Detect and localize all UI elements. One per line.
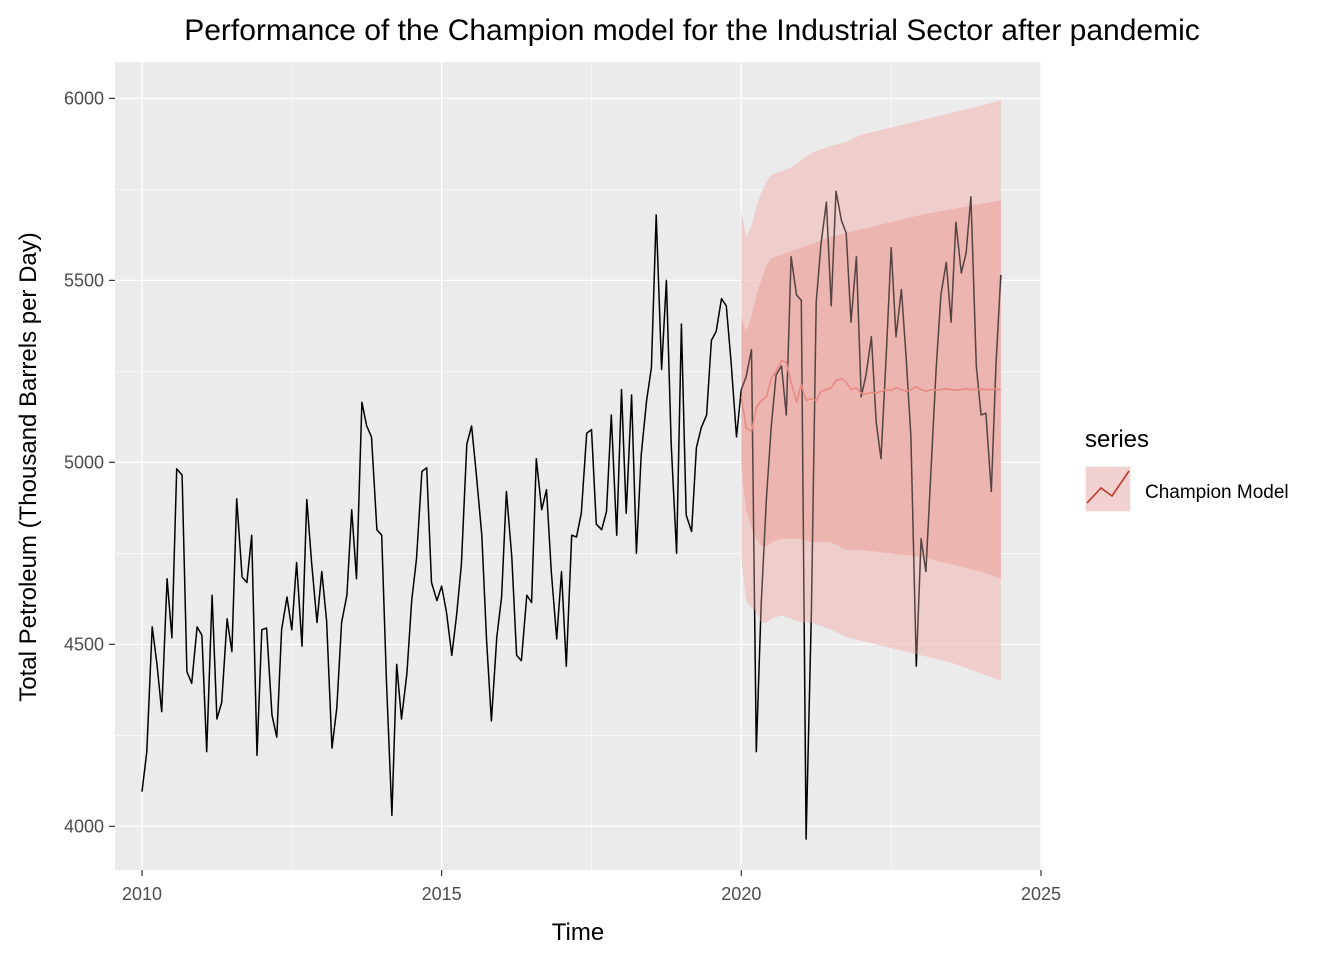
chart-title: Performance of the Champion model for th… [184,14,1200,47]
legend-label: Champion Model [1145,482,1289,503]
y-tick-label: 4500 [64,634,104,654]
legend: series Champion Model [1085,426,1289,512]
x-tick-label: 2020 [721,884,761,904]
y-tick-label: 5500 [64,270,104,290]
y-axis-label: Total Petroleum (Thousand Barrels per Da… [15,232,42,702]
y-axis-ticks: 4000 4500 5000 5500 6000 [64,88,115,836]
x-tick-label: 2025 [1021,884,1061,904]
y-tick-label: 4000 [64,816,104,836]
actual-series-line [141,190,1002,840]
y-tick-label: 5000 [64,452,104,472]
prediction-intervals [741,100,1001,681]
series-lines [141,100,1002,840]
x-tick-label: 2015 [422,884,462,904]
legend-title: series [1085,426,1149,453]
interval-80-band [741,200,1001,579]
legend-key-band [1086,467,1130,511]
champion-model-line [740,359,1001,433]
x-axis-label: Time [552,919,604,946]
interval-95-overlay [741,100,1001,681]
x-axis-ticks: 2010 2015 2020 2025 [122,870,1061,904]
y-tick-label: 6000 [64,88,104,108]
legend-key-line [1086,470,1130,504]
x-tick-label: 2010 [122,884,162,904]
